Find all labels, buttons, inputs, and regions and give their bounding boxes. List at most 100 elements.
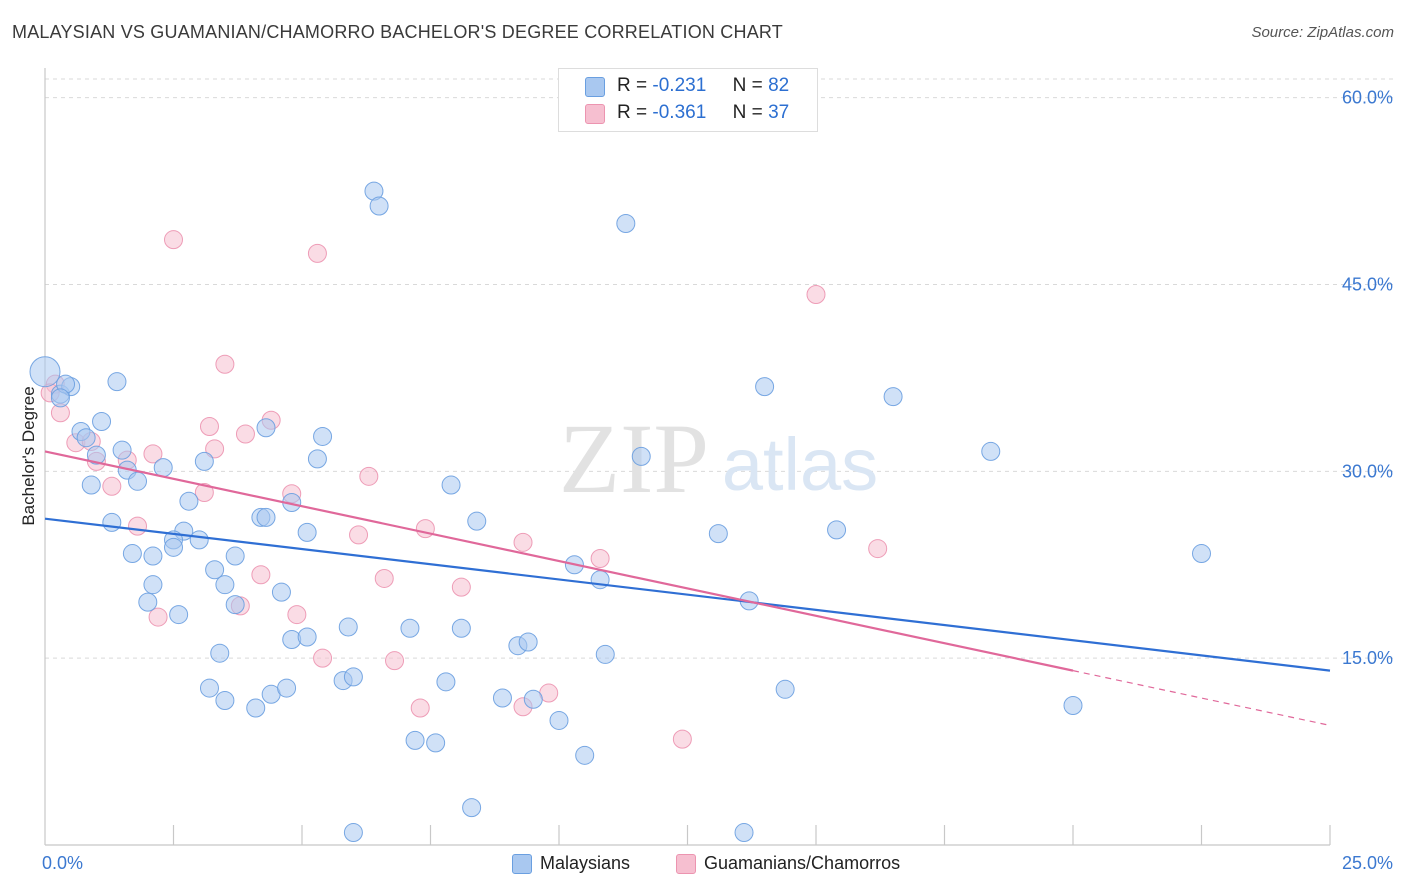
guamanian-point xyxy=(194,483,214,503)
malaysian-point xyxy=(981,441,1001,461)
guamanian-point xyxy=(313,648,333,668)
guamanian-point xyxy=(868,539,888,559)
guamanian-point xyxy=(359,466,379,486)
malaysian-point xyxy=(153,458,173,478)
malaysian-point xyxy=(883,387,903,407)
malaysian-point xyxy=(29,356,61,388)
malaysian-point xyxy=(210,643,230,663)
malaysian-point xyxy=(169,605,189,625)
grid-layer xyxy=(45,78,1395,659)
malaysian-point xyxy=(595,644,615,664)
guamanian-point xyxy=(349,525,369,545)
guamanian-point xyxy=(148,607,168,627)
x-tick-label: 0.0% xyxy=(42,853,83,873)
malaysian-point xyxy=(755,377,775,397)
malaysian-point xyxy=(297,522,317,542)
r-value: -0.361 xyxy=(652,102,707,123)
malaysian-point xyxy=(143,546,163,566)
malaysian-point xyxy=(92,412,112,432)
watermark: ZIP atlas xyxy=(559,403,878,514)
malaysian-point xyxy=(436,672,456,692)
malaysian-point xyxy=(194,451,214,471)
guamanian-point xyxy=(590,549,610,569)
malaysian-point xyxy=(122,544,142,564)
malaysian-point xyxy=(164,537,183,557)
malaysian-point xyxy=(708,524,728,544)
guamanian-point xyxy=(513,532,533,552)
guamanians-trend-extension xyxy=(1072,670,1331,727)
malaysian-point xyxy=(343,823,363,843)
malaysian-point xyxy=(102,512,122,532)
stats-legend: R = -0.231 N = 82 R = -0.361 N = 37 xyxy=(558,68,818,132)
y-tick-label: 45.0% xyxy=(1342,275,1393,295)
malaysian-point xyxy=(1192,544,1211,564)
r-label: R = xyxy=(617,102,648,123)
malaysians-trend-line xyxy=(44,517,1331,672)
malaysian-point xyxy=(86,445,106,465)
malaysian-point xyxy=(523,689,543,709)
malaysian-point xyxy=(76,428,96,448)
guamanian-point xyxy=(374,568,394,588)
malaysian-point xyxy=(128,471,148,491)
r-value: -0.231 xyxy=(652,75,707,96)
chart-title: MALAYSIAN VS GUAMANIAN/CHAMORRO BACHELOR… xyxy=(12,22,783,42)
malaysian-point xyxy=(256,507,276,527)
axis-layer xyxy=(44,68,1331,846)
guamanians-swatch xyxy=(585,104,605,124)
legend-label: Malaysians xyxy=(540,853,631,873)
malaysian-point xyxy=(313,426,333,446)
guamanian-point xyxy=(143,444,163,464)
malaysian-point xyxy=(271,582,291,602)
guamanian-point xyxy=(102,476,122,496)
n-value: 37 xyxy=(768,102,790,123)
malaysian-point xyxy=(205,560,225,580)
x-tick-label: 25.0% xyxy=(1342,853,1393,873)
malaysian-point xyxy=(225,546,245,566)
guamanian-point xyxy=(451,577,471,597)
guamanian-point xyxy=(215,354,235,374)
malaysian-point xyxy=(112,440,132,460)
malaysian-point xyxy=(297,627,317,647)
watermark-atlas: atlas xyxy=(722,423,878,506)
malaysian-point xyxy=(343,667,363,687)
malaysian-point xyxy=(50,388,70,408)
guamanian-point xyxy=(251,565,271,585)
malaysian-point xyxy=(189,530,209,550)
r-label: R = xyxy=(617,75,648,96)
malaysian-point xyxy=(179,491,199,511)
malaysian-point xyxy=(616,213,636,233)
legend-label: Guamanians/Chamorros xyxy=(704,853,901,873)
guamanian-point xyxy=(128,516,148,536)
malaysian-point xyxy=(492,688,512,708)
malaysian-point xyxy=(631,446,651,466)
malaysian-point xyxy=(575,745,595,765)
guamanian-point xyxy=(385,651,405,671)
malaysian-point xyxy=(426,733,446,753)
series-legend: Malaysians Guamanians/Chamorros xyxy=(0,852,1406,878)
malaysian-point xyxy=(199,678,219,698)
malaysian-point xyxy=(307,449,327,469)
trend-lines xyxy=(44,450,1331,727)
guamanian-point xyxy=(307,243,327,263)
source-label: Source: ZipAtlas.com xyxy=(1251,24,1394,41)
malaysian-point xyxy=(369,196,389,216)
y-tick-label: 15.0% xyxy=(1342,648,1393,668)
malaysian-point xyxy=(277,678,297,698)
malaysian-point xyxy=(827,520,847,540)
malaysian-point xyxy=(81,475,101,495)
n-label: N = xyxy=(732,75,763,96)
guamanian-point xyxy=(672,729,692,749)
malaysian-point xyxy=(215,691,235,711)
malaysian-point xyxy=(467,511,487,531)
malaysian-point xyxy=(338,617,358,637)
malaysians-swatch xyxy=(585,77,605,97)
guamanian-point xyxy=(287,605,307,625)
malaysian-point xyxy=(518,632,538,652)
malaysians-swatch xyxy=(512,854,532,874)
malaysian-point xyxy=(256,418,276,438)
malaysian-point xyxy=(138,592,158,612)
malaysian-point xyxy=(775,679,795,699)
guamanian-point xyxy=(410,698,430,718)
n-value: 82 xyxy=(768,75,790,96)
y-tick-label: 30.0% xyxy=(1342,461,1393,481)
